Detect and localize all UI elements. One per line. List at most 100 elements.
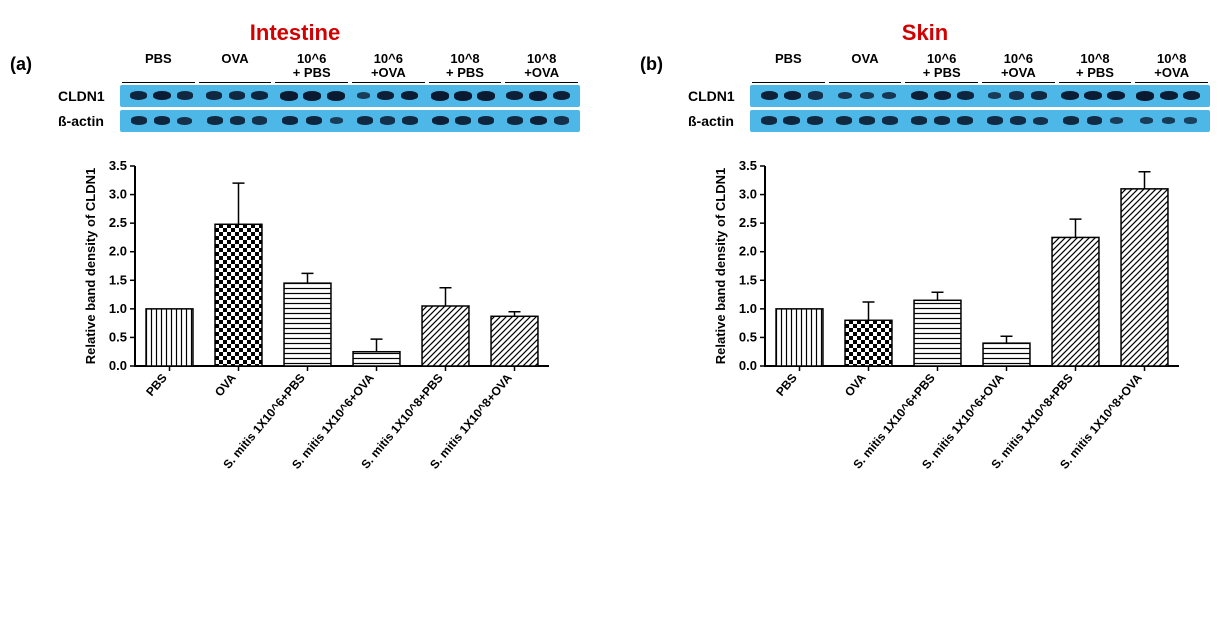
lane-label: PBS: [122, 52, 195, 83]
svg-text:3.5: 3.5: [109, 158, 127, 173]
blot-area: PBSOVA10^6 + PBS10^6 +OVA10^8 + PBS10^8 …: [58, 52, 580, 132]
svg-text:3.0: 3.0: [739, 186, 757, 201]
blot-band: [1136, 91, 1154, 101]
bar: [1052, 237, 1099, 366]
blot-row-label: CLDN1: [58, 88, 116, 104]
blot-band: [206, 91, 222, 100]
lane-label: 10^6 +OVA: [982, 52, 1055, 83]
blot-band: [153, 91, 171, 101]
blot-row-label: ß-actin: [58, 113, 116, 129]
blot-lane: [905, 116, 980, 125]
lane-label: 10^8 + PBS: [429, 52, 502, 83]
blot-band: [252, 116, 267, 124]
blot-band: [1063, 116, 1079, 125]
svg-text:1.5: 1.5: [109, 272, 127, 287]
bar: [422, 306, 469, 366]
svg-text:2.0: 2.0: [739, 243, 757, 258]
blot-band: [934, 116, 950, 125]
svg-text:Relative band density of CLDN1: Relative band density of CLDN1: [713, 167, 728, 363]
blot-band: [934, 91, 951, 100]
blot-band: [455, 116, 472, 125]
blot-band: [380, 116, 395, 124]
svg-text:3.0: 3.0: [109, 186, 127, 201]
bar: [215, 224, 262, 366]
lane-labels: PBSOVA10^6 + PBS10^6 +OVA10^8 + PBS10^8 …: [688, 52, 1210, 83]
bar: [845, 320, 892, 366]
blot-lane: [501, 116, 576, 125]
blot-band: [506, 91, 523, 100]
blot-lane: [124, 91, 199, 101]
blot-row-label: ß-actin: [688, 113, 746, 129]
svg-text:2.5: 2.5: [739, 215, 757, 230]
blot-lane: [754, 116, 829, 125]
chart-area: 0.00.51.01.52.02.53.03.5Relative band de…: [688, 156, 1210, 476]
blot-band: [306, 116, 323, 125]
blot-band: [1061, 91, 1079, 101]
blot-band: [1107, 91, 1125, 101]
blot-band: [987, 116, 1003, 125]
blot-lane: [829, 116, 904, 125]
bar: [776, 308, 823, 365]
blot-lane: [1055, 91, 1130, 101]
blot-band: [1010, 116, 1026, 125]
blot-strip: [120, 85, 580, 107]
blot-lane: [199, 116, 274, 125]
blot-band: [327, 91, 345, 101]
blot-band: [1009, 91, 1024, 99]
blot-band: [530, 116, 547, 125]
bar: [1121, 188, 1168, 365]
blot-lane: [754, 91, 829, 100]
blot-band: [177, 117, 192, 125]
blot-band: [1184, 117, 1197, 124]
blot-band: [432, 116, 449, 125]
chart-area: 0.00.51.01.52.02.53.03.5Relative band de…: [58, 156, 580, 476]
svg-text:3.5: 3.5: [739, 158, 757, 173]
svg-text:1.5: 1.5: [739, 272, 757, 287]
blot-band: [507, 116, 523, 125]
blot-lane: [199, 91, 274, 100]
svg-text:0.5: 0.5: [109, 329, 127, 344]
blot-band: [230, 116, 246, 125]
lane-label: PBS: [752, 52, 825, 83]
blot-band: [1084, 91, 1102, 101]
panel-title: Intestine: [10, 20, 580, 46]
svg-text:0.5: 0.5: [739, 329, 757, 344]
blot-band: [838, 92, 852, 100]
blot-lane: [124, 116, 199, 125]
blot-band: [282, 116, 299, 125]
blot-band: [554, 116, 569, 124]
blot-band: [131, 116, 147, 125]
blot-band: [761, 116, 777, 125]
blot-band: [402, 116, 418, 125]
blot-band: [303, 91, 321, 101]
lane-label: 10^6 +OVA: [352, 52, 425, 83]
svg-text:OVA: OVA: [842, 370, 869, 398]
blot-band: [251, 91, 268, 100]
blot-row: CLDN1: [58, 85, 580, 107]
bar: [983, 343, 1030, 366]
panel: Intestine(a)PBSOVA10^6 + PBS10^6 +OVA10^…: [10, 20, 580, 476]
blot-band: [882, 92, 896, 100]
blot-lane: [275, 116, 350, 125]
blot-lane: [425, 91, 500, 101]
panel: Skin(b)PBSOVA10^6 + PBS10^6 +OVA10^8 + P…: [640, 20, 1210, 476]
blot-band: [761, 91, 778, 100]
blot-band: [431, 91, 449, 101]
svg-text:PBS: PBS: [773, 371, 800, 399]
svg-text:1.0: 1.0: [739, 300, 757, 315]
lane-label: 10^6 + PBS: [275, 52, 348, 83]
blot-band: [357, 92, 370, 99]
blot-band: [477, 91, 495, 101]
blot-band: [401, 91, 419, 101]
bar: [914, 300, 961, 366]
blot-band: [836, 116, 852, 125]
blot-band: [154, 116, 171, 125]
blot-band: [957, 116, 973, 125]
blot-lane: [980, 91, 1055, 100]
blot-lane: [905, 91, 980, 100]
blot-band: [1087, 116, 1103, 125]
blot-band: [357, 116, 373, 125]
blot-band: [1110, 117, 1123, 124]
blot-band: [280, 91, 298, 101]
blot-band: [130, 91, 147, 100]
